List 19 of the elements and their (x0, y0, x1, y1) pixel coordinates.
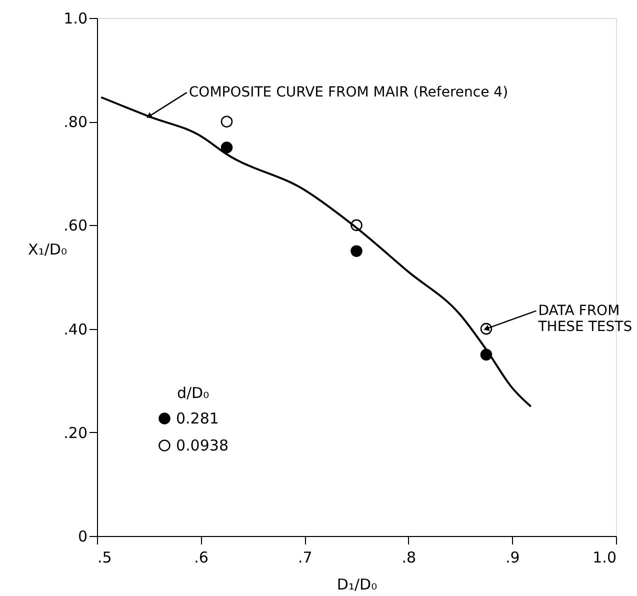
y-tick-label: .60 (64, 216, 88, 235)
legend-title: d/D₀ (176, 384, 210, 402)
legend-label: 0.281 (176, 410, 219, 428)
y-tick-label: .20 (64, 424, 88, 442)
x-tick-label: .8 (402, 548, 416, 566)
x-tick-label: .5 (98, 548, 112, 566)
x-tick-label: 1.0 (592, 548, 616, 566)
x-tick-label: .9 (506, 548, 520, 566)
y-tick-label: .40 (64, 320, 88, 338)
y-tick-label: 1.0 (64, 10, 88, 28)
y-tick-label: .80 (64, 113, 88, 132)
x-tick-label: .6 (194, 548, 208, 566)
x-axis-title: D₁/D₀ (336, 576, 378, 594)
y-tick-label: 0 (78, 528, 88, 546)
annotation: COMPOSITE CURVE FROM MAIR (Reference 4) (188, 84, 508, 100)
y-axis-title: X₁/D₀ (28, 240, 67, 258)
legend-label: 0.0938 (176, 436, 228, 454)
x-tick-label: .7 (298, 548, 312, 566)
annotation: DATA FROM THESE TESTS (537, 302, 632, 335)
